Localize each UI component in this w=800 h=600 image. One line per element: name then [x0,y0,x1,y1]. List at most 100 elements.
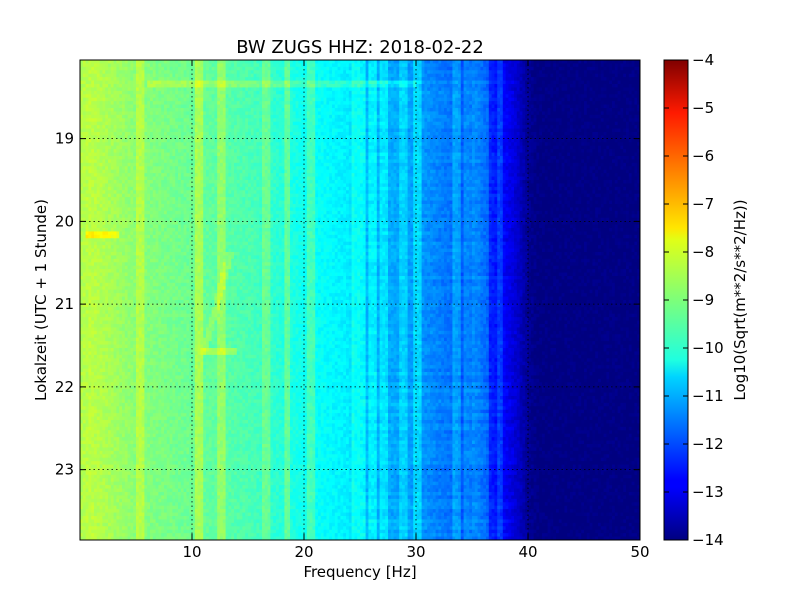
heatmap-cell [390,104,395,109]
heatmap-cell [116,101,120,106]
heatmap-cell [122,94,126,99]
heatmap-cell [472,94,476,99]
heatmap-cell [533,87,537,92]
heatmap-cell [183,80,187,85]
heatmap-cell [169,70,173,75]
heatmap-cell [85,94,89,99]
heatmap-cell [318,114,322,119]
heatmap-cell [337,63,341,68]
heatmap-cell [245,90,249,95]
heatmap-cell [536,114,540,119]
heatmap-cell [637,63,640,68]
heatmap-cell [130,97,134,102]
heatmap-cell [567,87,571,92]
heatmap-cell [270,80,274,85]
heatmap-cell [542,101,546,106]
heatmap-cell [477,73,481,78]
heatmap-cell [502,118,507,123]
heatmap-cell [236,90,241,95]
heatmap-cell [119,125,123,130]
heatmap-cell [525,101,529,106]
heatmap-cell [141,94,145,99]
heatmap-cell [124,70,129,75]
heatmap-cell [242,111,246,116]
heatmap-cell [586,80,591,85]
heatmap-cell [360,84,364,89]
heatmap-cell [343,87,347,92]
heatmap-cell [211,121,215,126]
heatmap-cell [458,80,462,85]
heatmap-cell [200,114,204,119]
heatmap-cell [318,80,322,85]
heatmap-cell [494,80,498,85]
heatmap-cell [430,90,434,95]
heatmap-cell [598,94,602,99]
heatmap-cell [250,114,255,119]
heatmap-cell [102,87,106,92]
heatmap-cell [208,114,213,119]
heatmap-cell [550,63,554,68]
heatmap-cell [371,94,375,99]
heatmap-cell [315,108,319,113]
heatmap-cell [329,90,333,95]
heatmap-cell [614,111,619,116]
heatmap-cell [155,121,159,126]
heatmap-cell [211,60,215,65]
heatmap-cell [474,60,479,65]
heatmap-cell [323,66,327,71]
heatmap-cell [561,63,565,68]
heatmap-cell [463,114,467,119]
heatmap-cell [514,66,518,71]
heatmap-cell [455,101,459,106]
heatmap-cell [455,70,459,75]
heatmap-cell [287,63,291,68]
heatmap-cell [194,80,199,85]
heatmap-cell [595,108,599,113]
heatmap-cell [547,111,551,116]
heatmap-cell [609,108,613,113]
heatmap-cell [292,97,297,102]
heatmap-cell [164,87,168,92]
heatmap-cell [547,104,551,109]
heatmap-cell [329,121,333,126]
heatmap-cell [477,63,481,68]
heatmap-cell [164,104,168,109]
heatmap-cell [584,90,588,95]
heatmap-cell [525,63,529,68]
heatmap-cell [166,108,171,113]
heatmap-cell [301,70,305,75]
heatmap-cell [211,84,215,89]
heatmap-cell [88,80,92,85]
heatmap-cell [245,77,249,82]
heatmap-cell [197,80,201,85]
heatmap-cell [505,63,509,68]
heatmap-cell [329,73,333,78]
heatmap-cell [220,125,224,130]
heatmap-cell [371,80,375,85]
heatmap-cell [340,90,344,95]
heatmap-cell [542,111,546,116]
heatmap-cell [458,121,462,126]
heatmap-cell [606,97,610,102]
heatmap-cell [292,111,297,116]
heatmap-cell [472,63,476,68]
heatmap-cell [348,121,353,126]
heatmap-cell [295,111,299,116]
heatmap-cell [424,97,428,102]
heatmap-cell [631,73,635,78]
heatmap-cell [519,94,523,99]
heatmap-cell [130,84,134,89]
heatmap-cell [138,118,143,123]
heatmap-cell [390,111,395,116]
heatmap-cell [427,114,431,119]
heatmap-cell [480,90,484,95]
heatmap-cell [96,63,101,68]
heatmap-cell [323,104,327,109]
heatmap-cell [88,125,92,130]
heatmap-cell [368,80,372,85]
heatmap-cell [488,114,493,119]
heatmap-cell [332,111,336,116]
heatmap-cell [427,108,431,113]
heatmap-cell [522,114,526,119]
heatmap-cell [287,90,291,95]
